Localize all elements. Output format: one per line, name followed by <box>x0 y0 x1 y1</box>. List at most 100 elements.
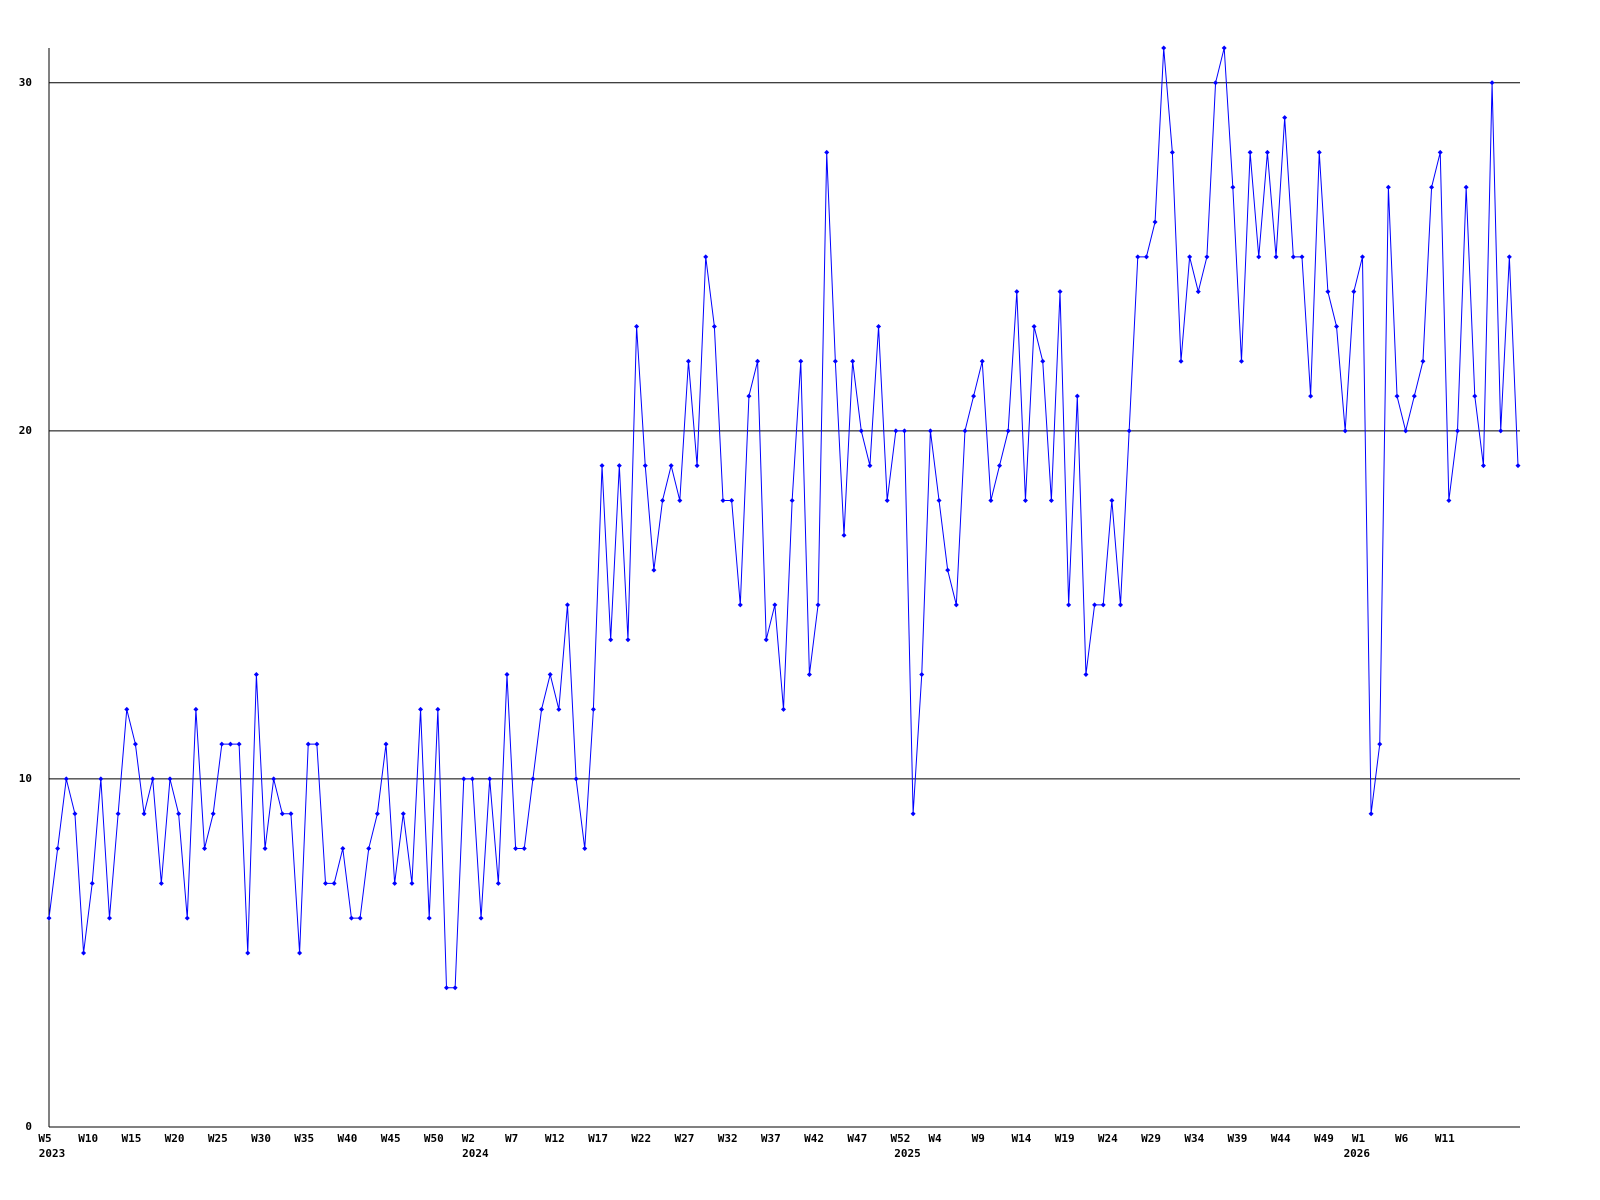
point <box>971 393 977 399</box>
point <box>55 846 61 852</box>
point <box>729 497 735 503</box>
point <box>953 602 959 608</box>
point <box>530 776 536 782</box>
x-tick-label: W37 <box>761 1132 781 1145</box>
point <box>1342 428 1348 434</box>
point <box>487 776 493 782</box>
point <box>392 880 398 886</box>
point <box>1178 358 1184 364</box>
x-tick-label: W52 <box>891 1132 911 1145</box>
point <box>1480 463 1486 469</box>
point <box>461 776 467 782</box>
point <box>115 811 121 817</box>
point <box>443 985 449 991</box>
point <box>1463 184 1469 190</box>
y-tick-label: 10 <box>19 772 32 785</box>
point <box>677 497 683 503</box>
point <box>478 915 484 921</box>
point <box>556 706 562 712</box>
point <box>539 706 545 712</box>
point <box>409 880 415 886</box>
point <box>1066 602 1072 608</box>
point <box>1515 463 1521 469</box>
x-tick-label: W42 <box>804 1132 824 1145</box>
point <box>1247 149 1253 155</box>
x-tick-label: W29 <box>1141 1132 1161 1145</box>
x-tick-label: W30 <box>251 1132 271 1145</box>
point <box>634 323 640 329</box>
point <box>1403 428 1409 434</box>
point <box>642 463 648 469</box>
point <box>495 880 501 886</box>
year-label: 2023 <box>39 1147 66 1160</box>
point <box>755 358 761 364</box>
point <box>305 741 311 747</box>
point <box>1118 602 1124 608</box>
point <box>798 358 804 364</box>
point <box>685 358 691 364</box>
x-tick-label: W50 <box>424 1132 444 1145</box>
point <box>418 706 424 712</box>
point <box>1161 45 1167 51</box>
point <box>711 323 717 329</box>
point <box>1385 184 1391 190</box>
point <box>884 497 890 503</box>
point <box>1437 149 1443 155</box>
series-line <box>48 47 1519 989</box>
point <box>1325 289 1331 295</box>
point <box>997 463 1003 469</box>
point <box>504 672 510 678</box>
point <box>1394 393 1400 399</box>
point <box>1411 393 1417 399</box>
x-tick-label: W27 <box>675 1132 695 1145</box>
point <box>1489 80 1495 86</box>
point <box>72 811 78 817</box>
point <box>616 463 622 469</box>
y-tick-label: 0 <box>25 1120 32 1133</box>
point <box>962 428 968 434</box>
x-tick-label: W11 <box>1435 1132 1455 1145</box>
point <box>1368 811 1374 817</box>
point <box>1420 358 1426 364</box>
point <box>590 706 596 712</box>
point <box>1074 393 1080 399</box>
point <box>469 776 475 782</box>
point <box>1290 254 1296 260</box>
point <box>150 776 156 782</box>
point <box>599 463 605 469</box>
point <box>245 950 251 956</box>
x-tick-label: W49 <box>1314 1132 1334 1145</box>
point <box>288 811 294 817</box>
point <box>271 776 277 782</box>
point <box>374 811 380 817</box>
x-tick-label: W2 <box>462 1132 475 1145</box>
point <box>1446 497 1452 503</box>
x-tick-label: W12 <box>545 1132 565 1145</box>
point <box>1022 497 1028 503</box>
point <box>1351 289 1357 295</box>
point <box>513 846 519 852</box>
point <box>1031 323 1037 329</box>
x-tick-label: W4 <box>928 1132 942 1145</box>
point <box>746 393 752 399</box>
x-tick-label: W47 <box>847 1132 867 1145</box>
point <box>323 880 329 886</box>
x-tick-label: W20 <box>165 1132 185 1145</box>
point <box>1238 358 1244 364</box>
point <box>919 672 925 678</box>
point <box>1334 323 1340 329</box>
x-tick-label: W39 <box>1228 1132 1248 1145</box>
point <box>1040 358 1046 364</box>
point <box>1048 497 1054 503</box>
x-tick-label: W9 <box>972 1132 985 1145</box>
x-tick-label: W17 <box>588 1132 608 1145</box>
point <box>1455 428 1461 434</box>
point <box>1100 602 1106 608</box>
point <box>1057 289 1063 295</box>
year-label: 2025 <box>894 1147 921 1160</box>
point <box>832 358 838 364</box>
point <box>850 358 856 364</box>
point <box>694 463 700 469</box>
x-tick-label: W25 <box>208 1132 228 1145</box>
point <box>927 428 933 434</box>
